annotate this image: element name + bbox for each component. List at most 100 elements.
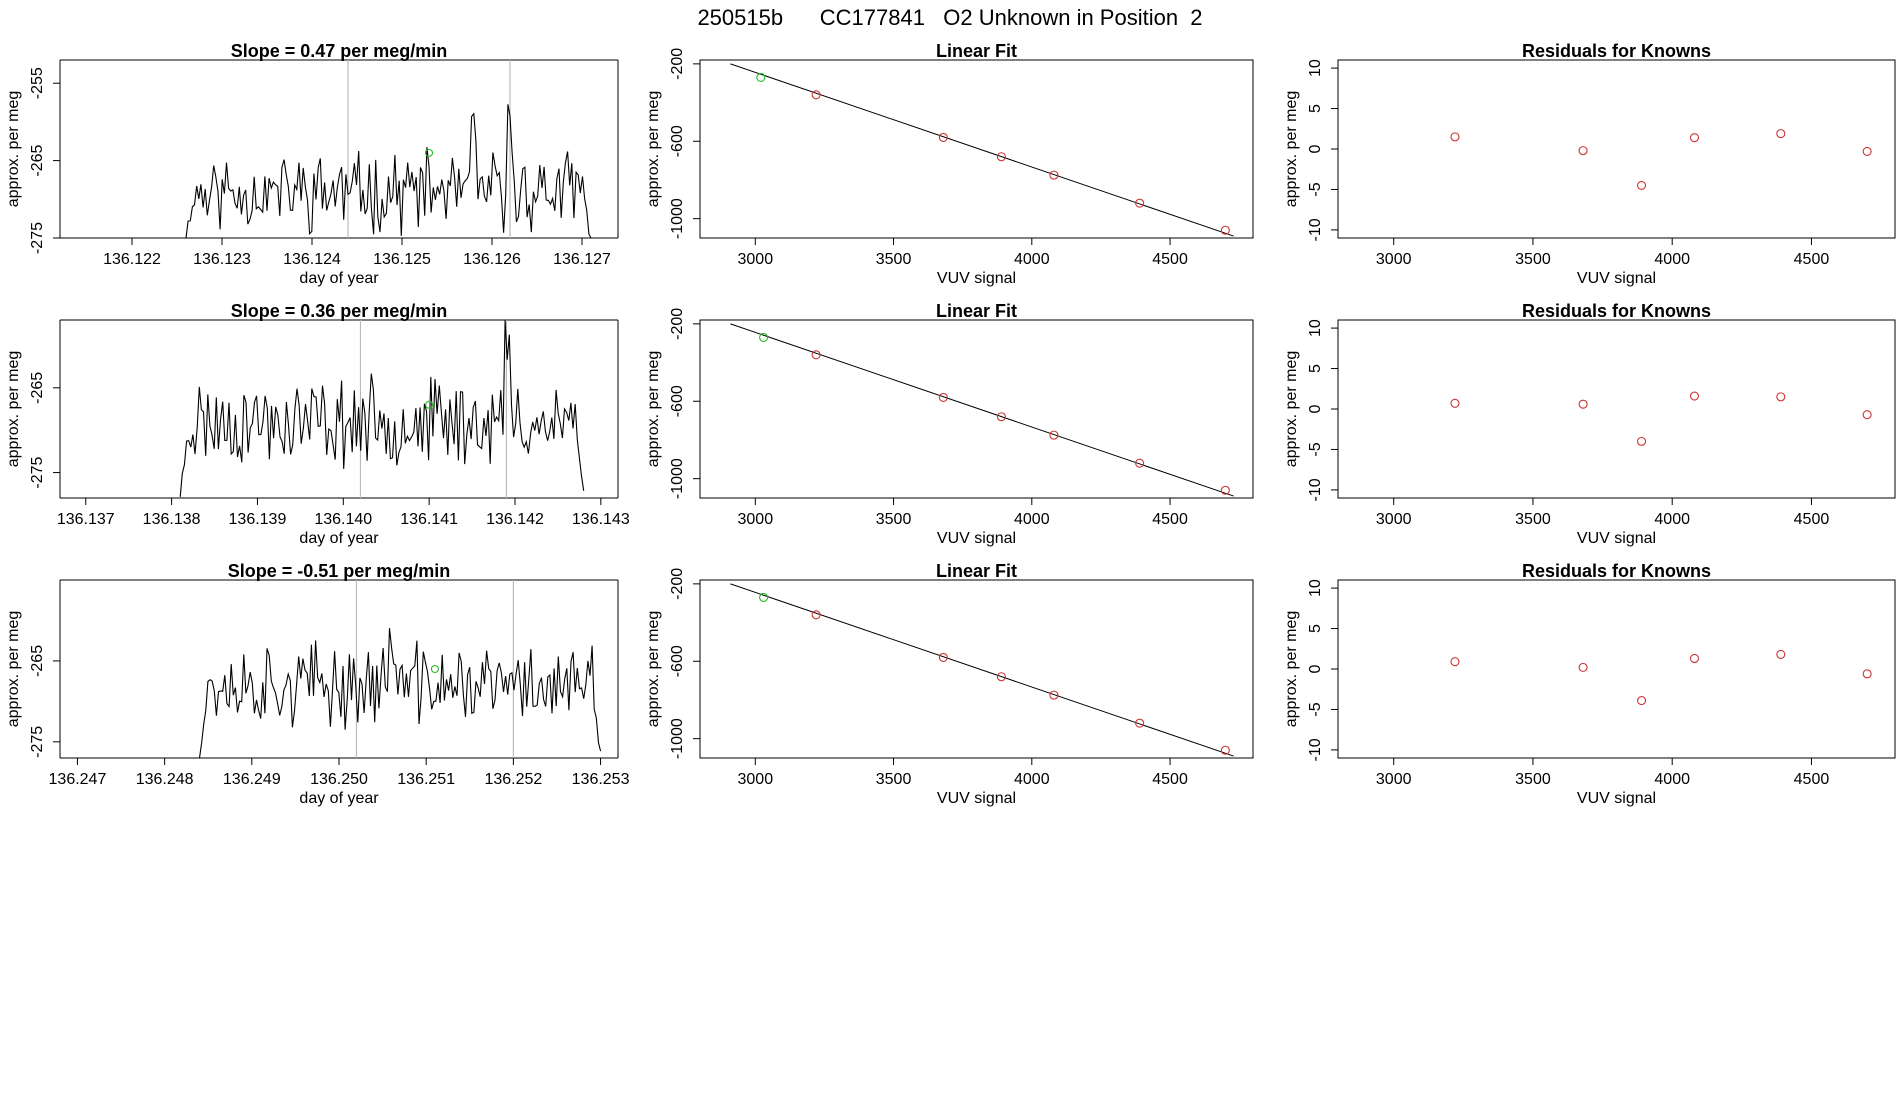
known-point — [1135, 458, 1145, 468]
known-point — [1862, 410, 1872, 420]
y-tick-label: -5 — [1307, 702, 1324, 716]
y-tick-label: -600 — [669, 645, 686, 677]
y-tick-label: -10 — [1307, 478, 1324, 501]
time-series-line — [185, 104, 592, 239]
y-tick-label: -255 — [29, 67, 46, 99]
known-point — [1220, 225, 1230, 235]
y-tick-label: -600 — [669, 125, 686, 157]
known-point — [1776, 649, 1786, 659]
unknown-point — [759, 592, 769, 602]
x-axis-label: VUV signal — [937, 790, 1016, 807]
unknown-sample-point — [425, 400, 434, 409]
known-point — [1689, 133, 1700, 143]
known-point — [1689, 391, 1700, 401]
x-tick-label: 136.249 — [223, 771, 281, 788]
x-tick-label: 3500 — [876, 771, 912, 788]
x-axis-label: VUV signal — [1577, 530, 1656, 547]
x-tick-label: 4500 — [1794, 771, 1830, 788]
x-tick-label: 4500 — [1152, 511, 1188, 528]
x-tick-label: 136.127 — [553, 251, 611, 268]
x-axis-label: VUV signal — [1577, 270, 1656, 287]
panel-ts1: Slope = 0.47 per meg/min 136.122 136.123 13… — [5, 41, 619, 287]
y-tick-label: 10 — [1307, 579, 1324, 597]
x-tick-label: 3500 — [1515, 251, 1551, 268]
x-tick-label: 136.138 — [143, 511, 201, 528]
panel-fit2: Linear Fit 3000 3500 4000 4500 -1000 -600 -200 V… — [645, 301, 1254, 547]
y-tick-label: -200 — [669, 568, 686, 600]
unknown-point — [759, 332, 769, 342]
x-tick-label: 136.253 — [572, 771, 630, 788]
plot-frame — [1337, 319, 1896, 499]
x-tick-label: 4500 — [1794, 511, 1830, 528]
chart-panels: Slope = 0.47 per meg/min 136.122 136.123 13… — [5, 41, 1896, 807]
panel-title: Linear Fit — [936, 41, 1017, 61]
x-tick-label: 3000 — [1376, 251, 1412, 268]
y-tick-label: -265 — [29, 372, 46, 404]
x-tick-label: 4500 — [1152, 251, 1188, 268]
x-tick-label: 4000 — [1654, 771, 1690, 788]
x-tick-label: 4000 — [1014, 511, 1050, 528]
x-tick-label: 3000 — [738, 251, 774, 268]
y-tick-label: -5 — [1307, 182, 1324, 196]
y-tick-label: 0 — [1307, 404, 1324, 413]
known-point — [1049, 170, 1059, 180]
y-tick-label: -200 — [669, 308, 686, 340]
y-tick-label: 0 — [1307, 664, 1324, 673]
unknown-sample-point — [424, 148, 434, 157]
known-point — [1049, 430, 1059, 440]
y-tick-label: -1000 — [669, 718, 686, 759]
known-point — [1776, 392, 1786, 402]
panel-title: Residuals for Knowns — [1522, 301, 1711, 321]
known-point — [938, 392, 948, 402]
y-tick-label: -275 — [29, 456, 46, 488]
x-tick-label: 136.247 — [49, 771, 107, 788]
x-tick-label: 3500 — [876, 251, 912, 268]
known-point — [996, 412, 1006, 422]
fit-line — [730, 583, 1234, 757]
x-tick-label: 136.143 — [572, 511, 630, 528]
plot-frame — [699, 59, 1254, 239]
panel-title: Residuals for Knowns — [1522, 41, 1711, 61]
x-axis-label: day of year — [299, 790, 379, 807]
y-tick-label: -10 — [1307, 218, 1324, 241]
y-axis-label: approx. per meg — [1283, 611, 1300, 728]
x-tick-label: 4500 — [1152, 771, 1188, 788]
y-tick-label: 5 — [1307, 104, 1324, 113]
known-point — [1220, 745, 1230, 755]
x-axis-label: VUV signal — [1577, 790, 1656, 807]
x-tick-label: 4000 — [1654, 511, 1690, 528]
y-tick-label: -600 — [669, 385, 686, 417]
y-tick-label: 0 — [1307, 144, 1324, 153]
known-point — [996, 152, 1006, 162]
x-tick-label: 136.248 — [136, 771, 194, 788]
y-axis-label: approx. per meg — [645, 611, 662, 728]
y-tick-label: -265 — [29, 645, 46, 677]
panel-title: Slope = 0.36 per meg/min — [231, 301, 448, 321]
x-axis-label: day of year — [299, 530, 379, 547]
y-tick-label: -1000 — [669, 198, 686, 239]
x-tick-label: 136.250 — [310, 771, 368, 788]
known-point — [1637, 696, 1647, 706]
known-point — [1220, 485, 1230, 495]
x-axis-label: VUV signal — [937, 270, 1016, 287]
plot-frame — [699, 319, 1254, 499]
x-tick-label: 136.126 — [463, 251, 521, 268]
known-point — [1135, 198, 1145, 208]
known-point — [1862, 669, 1872, 679]
panel-title: Slope = 0.47 per meg/min — [231, 41, 448, 61]
x-tick-label: 3000 — [1376, 511, 1412, 528]
y-axis-label: approx. per meg — [645, 351, 662, 468]
y-axis-label: approx. per meg — [645, 91, 662, 208]
x-tick-label: 3000 — [1376, 771, 1412, 788]
known-point — [1135, 718, 1145, 728]
known-point — [938, 652, 948, 662]
known-point — [1578, 399, 1588, 409]
known-point — [1637, 436, 1647, 446]
known-point — [1689, 653, 1700, 664]
known-point — [811, 610, 821, 620]
y-tick-label: -275 — [29, 222, 46, 254]
unknown-point — [756, 72, 766, 82]
known-point — [1862, 146, 1872, 156]
x-tick-label: 136.251 — [397, 771, 455, 788]
x-tick-label: 136.122 — [103, 251, 161, 268]
